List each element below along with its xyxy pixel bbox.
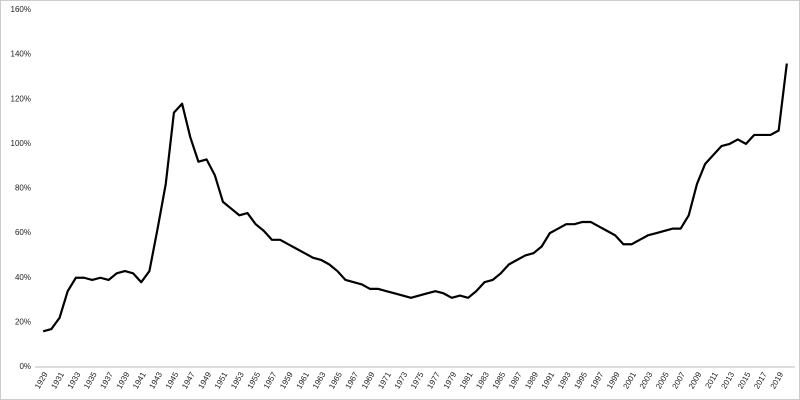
y-tick-label: 20% <box>15 317 31 326</box>
y-tick-label: 60% <box>15 228 31 237</box>
y-tick-label: 120% <box>11 94 31 103</box>
y-tick-label: 40% <box>15 273 31 282</box>
y-tick-label: 0% <box>19 362 31 371</box>
y-tick-label: 100% <box>11 139 31 148</box>
y-tick-label: 160% <box>11 5 31 14</box>
y-tick-label: 140% <box>11 50 31 59</box>
data-line <box>42 63 788 333</box>
y-tick-label: 80% <box>15 184 31 193</box>
